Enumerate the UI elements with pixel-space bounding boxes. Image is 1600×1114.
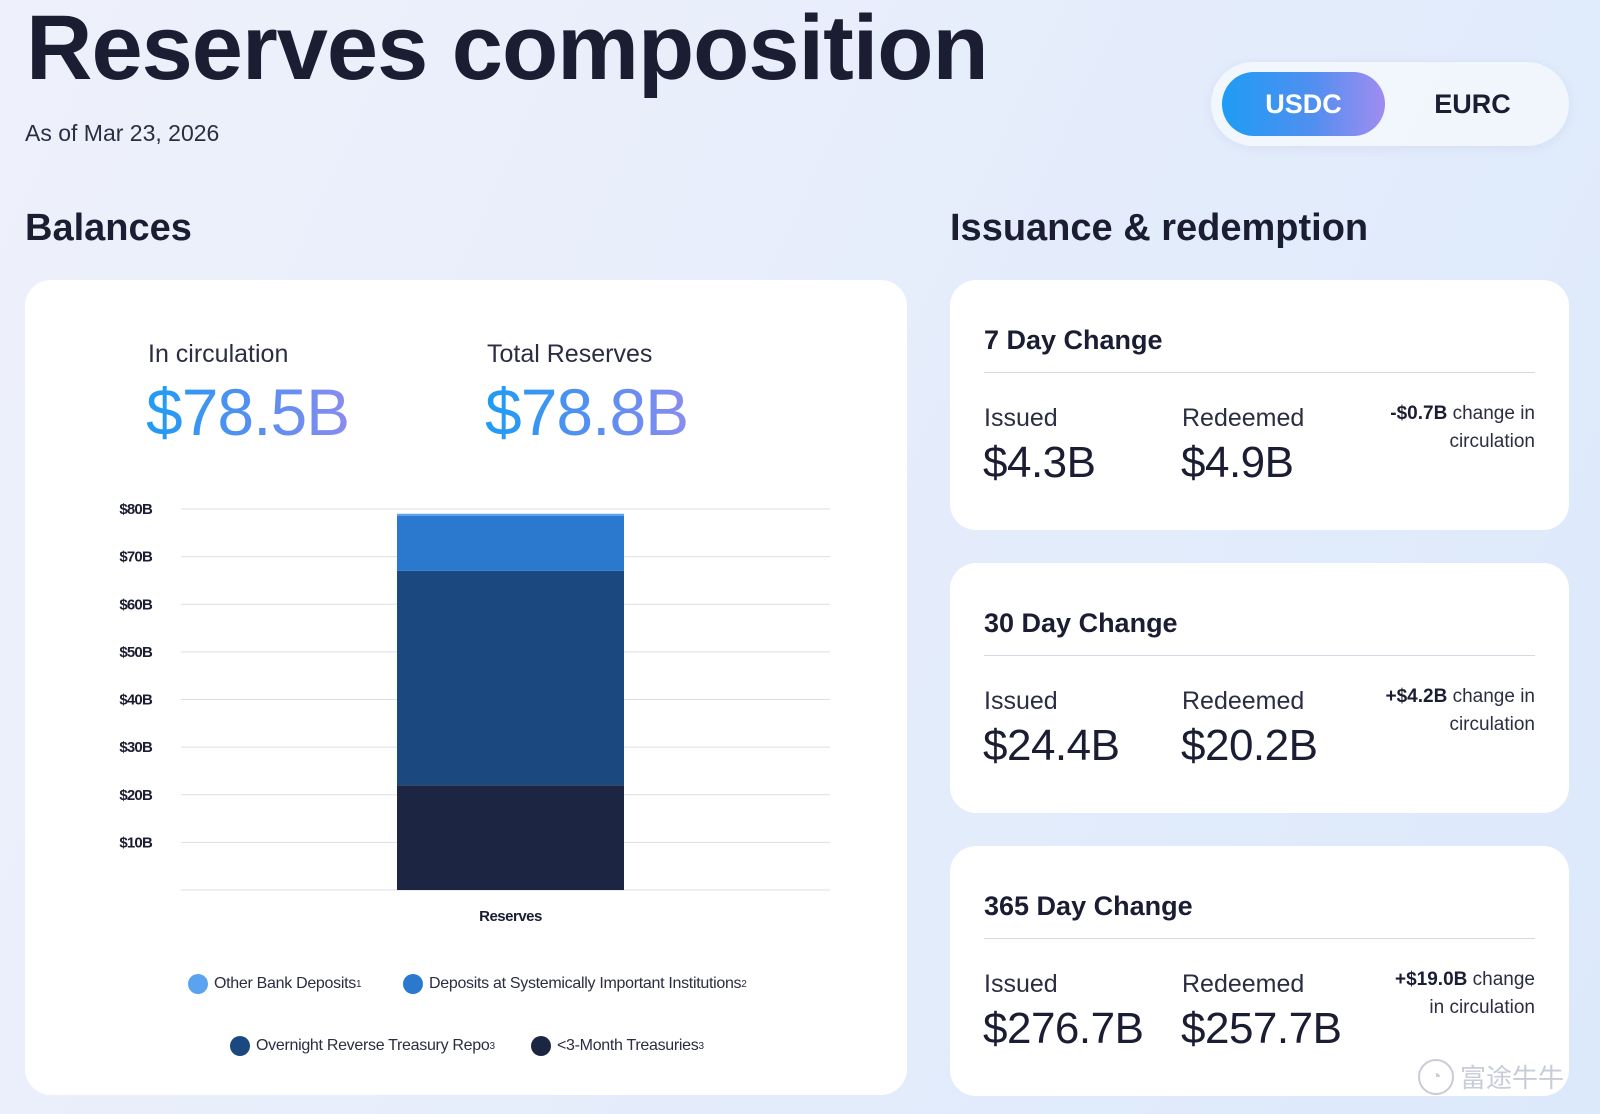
in-circulation-value: $78.5B — [146, 375, 350, 449]
y-tick-label: $70B — [119, 549, 153, 566]
redeemed-value: $4.9B — [1181, 438, 1294, 487]
redeemed-label: Redeemed — [1182, 687, 1305, 715]
legend-dot-icon — [230, 1036, 250, 1056]
change-amount: +$19.0B — [1395, 969, 1468, 990]
eurc-tab[interactable]: EURC — [1434, 88, 1511, 119]
redeemed-label: Redeemed — [1182, 970, 1305, 998]
legend-overnight-repo: Overnight Reverse Treasury Repo 3 — [230, 1036, 495, 1056]
change-text: change in circulation — [1449, 686, 1535, 735]
in-circulation-label: In circulation — [148, 340, 289, 368]
y-tick-label: $10B — [119, 834, 153, 851]
change-text: change in circulation — [1429, 969, 1535, 1018]
x-category-label: Reserves — [479, 908, 542, 925]
change-amount: -$0.7B — [1390, 403, 1448, 424]
watermark: ◔ 富途牛牛 — [1418, 1058, 1564, 1095]
futu-logo-icon: ◔ — [1418, 1058, 1454, 1095]
legend-dot-icon — [403, 974, 423, 994]
y-tick-label: $60B — [119, 596, 153, 613]
y-tick-label: $40B — [119, 692, 153, 709]
issued-label: Issued — [984, 687, 1058, 715]
page-title: Reserves composition — [26, 0, 989, 99]
change-text: change in circulation — [1449, 403, 1535, 452]
y-tick-label: $20B — [119, 787, 153, 804]
legend-sup: 1 — [355, 978, 362, 990]
change-card-title: 365 Day Change — [984, 891, 1193, 921]
usdc-tab[interactable]: USDC — [1222, 72, 1385, 136]
change-card-title: 7 Day Change — [984, 325, 1163, 355]
issued-value: $4.3B — [983, 438, 1096, 487]
legend-sup: 2 — [741, 978, 747, 990]
legend-dot-icon — [531, 1036, 551, 1056]
balances-heading: Balances — [25, 207, 192, 249]
change-card-7-day: 7 Day Change Issued $4.3B Redeemed $4.9B… — [950, 280, 1569, 530]
redeemed-value: $20.2B — [1181, 721, 1318, 770]
change-in-circulation: +$4.2B change in circulation — [1335, 683, 1535, 739]
total-reserves-label: Total Reserves — [487, 340, 653, 368]
change-card-365-day: 365 Day Change Issued $276.7B Redeemed $… — [950, 846, 1569, 1096]
reserves-chart: $10B $20B $30B $40B $50B $60B $70B $80B Reserves — [119, 501, 830, 925]
as-of-date: As of Mar 23, 2026 — [25, 120, 220, 146]
legend-sup: 3 — [698, 1040, 704, 1052]
change-card-title: 30 Day Change — [984, 608, 1178, 638]
legend-other-bank-deposits: Other Bank Deposits 1 — [188, 974, 362, 994]
legend-label: Overnight Reverse Treasury Repo — [256, 1037, 490, 1054]
bar-segment[interactable] — [397, 785, 624, 890]
y-tick-label: $80B — [119, 501, 153, 518]
redeemed-label: Redeemed — [1182, 404, 1305, 432]
bar-segment[interactable] — [397, 515, 624, 571]
total-reserves-value: $78.8B — [485, 375, 689, 449]
y-tick-label: $30B — [119, 739, 153, 756]
bar-segment[interactable] — [397, 513, 624, 516]
legend-label: <3-Month Treasuries — [557, 1037, 699, 1054]
balances-card: In circulation $78.5B Total Reserves $78… — [25, 280, 907, 1095]
change-in-circulation: -$0.7B change in circulation — [1335, 400, 1535, 456]
issued-value: $276.7B — [983, 1004, 1144, 1053]
redeemed-value: $257.7B — [1181, 1004, 1342, 1053]
issued-label: Issued — [984, 404, 1058, 432]
divider — [984, 655, 1535, 656]
y-tick-label: $50B — [119, 644, 153, 661]
legend-treasuries: <3-Month Treasuries 3 — [531, 1036, 704, 1056]
legend-deposits-sii: Deposits at Systemically Important Insti… — [403, 974, 747, 994]
legend-dot-icon — [188, 974, 208, 994]
currency-toggle: USDC EURC — [1211, 62, 1569, 146]
change-amount: +$4.2B — [1385, 686, 1448, 707]
divider — [984, 938, 1535, 939]
issuance-heading: Issuance & redemption — [950, 207, 1369, 249]
change-card-30-day: 30 Day Change Issued $24.4B Redeemed $20… — [950, 563, 1569, 813]
legend-label: Other Bank Deposits — [214, 975, 356, 992]
watermark-text: 富途牛牛 — [1460, 1063, 1565, 1093]
legend-sup: 3 — [489, 1040, 495, 1052]
divider — [984, 372, 1535, 373]
issued-label: Issued — [984, 970, 1058, 998]
change-in-circulation: +$19.0B change in circulation — [1385, 966, 1535, 1022]
bar-segment[interactable] — [397, 570, 624, 786]
legend-label: Deposits at Systemically Important Insti… — [429, 975, 742, 992]
issued-value: $24.4B — [983, 721, 1120, 770]
